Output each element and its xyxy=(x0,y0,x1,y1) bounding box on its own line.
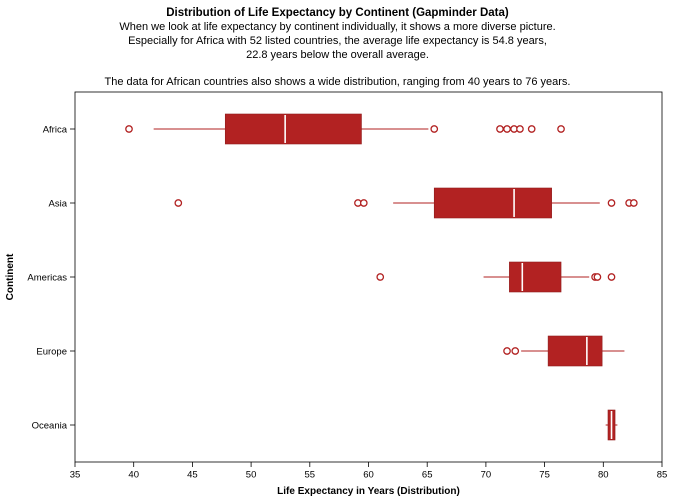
box-row-asia xyxy=(174,187,638,219)
iqr-box xyxy=(224,113,362,145)
x-tick-label: 85 xyxy=(657,470,668,481)
iqr-box xyxy=(547,335,603,367)
outlier-point xyxy=(629,199,638,207)
outlier-point xyxy=(496,125,504,133)
x-axis-title: Life Expectancy in Years (Distribution) xyxy=(277,486,460,497)
x-tick-label: 75 xyxy=(539,470,550,481)
box-row-americas xyxy=(376,261,616,293)
chart-subtitle-line-1: When we look at life expectancy by conti… xyxy=(119,21,556,33)
y-tick-label: Oceania xyxy=(32,421,68,432)
outlier-point xyxy=(527,125,536,133)
y-axis-title: Continent xyxy=(5,253,16,300)
outlier-point xyxy=(503,125,511,133)
y-tick-label: Africa xyxy=(43,125,68,136)
y-tick-label: Europe xyxy=(36,347,67,358)
outlier-point xyxy=(593,273,602,281)
outlier-point xyxy=(607,199,616,207)
x-tick-label: 70 xyxy=(481,470,492,481)
outlier-point xyxy=(503,347,511,355)
outlier-point xyxy=(516,125,524,133)
box-row-africa xyxy=(125,113,565,145)
x-tick-label: 60 xyxy=(363,470,374,481)
iqr-box xyxy=(509,261,562,293)
chart-subtitle-line-2: Especially for Africa with 52 listed cou… xyxy=(128,35,547,47)
outlier-point xyxy=(557,125,565,133)
y-tick-label: Asia xyxy=(49,199,68,210)
x-tick-label: 35 xyxy=(70,470,81,481)
x-tick-label: 80 xyxy=(598,470,609,481)
chart-subtitle-line-4: The data for African countries also show… xyxy=(104,76,571,88)
outlier-point xyxy=(359,199,368,207)
x-tick-label: 45 xyxy=(187,470,198,481)
x-tick-label: 55 xyxy=(305,470,316,481)
outlier-point xyxy=(430,125,439,133)
outlier-point xyxy=(511,347,520,355)
y-tick-label: Americas xyxy=(27,273,67,284)
box-row-europe xyxy=(503,335,625,367)
chart-header: Distribution of Life Expectancy by Conti… xyxy=(0,6,675,89)
x-tick-label: 65 xyxy=(422,470,433,481)
x-tick-label: 50 xyxy=(246,470,257,481)
outlier-point xyxy=(607,273,616,281)
chart-subtitle-line-3: 22.8 years below the overall average. xyxy=(246,49,429,61)
chart-title: Distribution of Life Expectancy by Conti… xyxy=(166,7,509,19)
outlier-point xyxy=(125,125,133,133)
outlier-point xyxy=(376,273,385,281)
iqr-box xyxy=(433,187,552,219)
box-row-oceania xyxy=(605,409,618,441)
outlier-point xyxy=(174,199,183,207)
x-tick-label: 40 xyxy=(128,470,139,481)
